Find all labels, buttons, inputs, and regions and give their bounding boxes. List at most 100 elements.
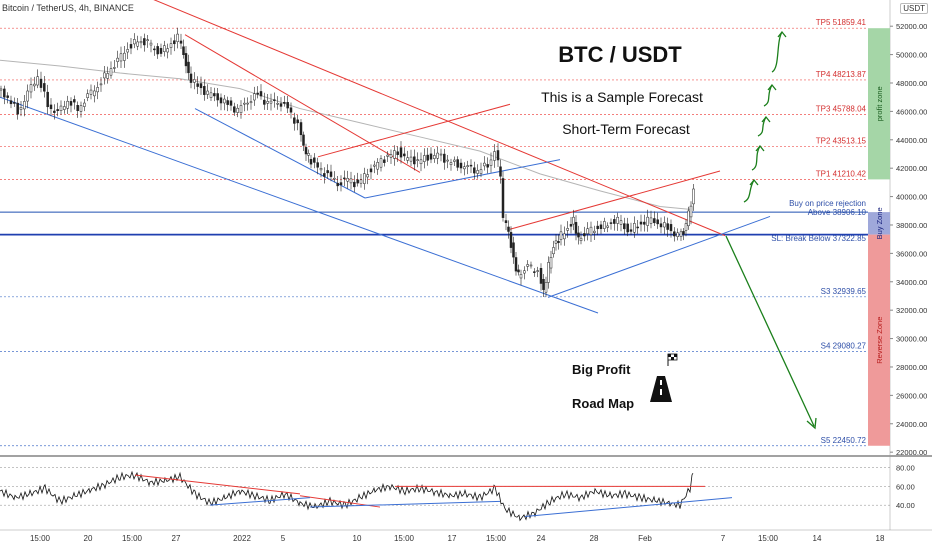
candle-body <box>439 153 443 156</box>
candle-body <box>256 92 259 95</box>
roadmap-label-2: Road Map <box>572 396 634 411</box>
candle-body <box>609 222 613 224</box>
profit-zone <box>868 28 890 180</box>
candle-body <box>574 222 578 234</box>
candle-body <box>659 223 663 228</box>
arrow-head <box>761 115 771 123</box>
candle-body <box>173 40 176 45</box>
candle-body <box>559 231 563 240</box>
candle-body <box>386 154 389 157</box>
candle-body <box>493 151 496 161</box>
candle-body <box>349 178 353 184</box>
buy-zone <box>868 212 890 235</box>
candle-body <box>93 90 96 97</box>
roadmap-label-1: Big Profit <box>572 362 631 377</box>
candle-body <box>383 159 386 163</box>
candle-body <box>403 153 406 157</box>
trendlines <box>0 0 771 314</box>
candle-body <box>319 168 323 171</box>
candle-body <box>433 155 436 159</box>
candle-body <box>43 83 46 92</box>
candle-body <box>423 155 426 162</box>
level-label-tp4: TP4 48213.87 <box>816 70 867 79</box>
candle-body <box>479 169 483 174</box>
candle-body <box>179 40 183 44</box>
candle-body <box>76 105 79 111</box>
candle-body <box>13 102 16 104</box>
rsi-blue-trend-3 <box>524 497 733 517</box>
candle-body <box>259 91 263 97</box>
candle-body <box>596 225 599 230</box>
candle-body <box>184 53 188 67</box>
candle-body <box>266 101 269 104</box>
candle-body <box>684 223 688 231</box>
candle-body <box>583 233 586 237</box>
candle-body <box>66 100 69 109</box>
candle-body <box>329 171 333 177</box>
rsi-blue-trend-1 <box>209 497 311 506</box>
candle-body <box>326 170 329 174</box>
y-tick-label: 36000.00 <box>896 249 927 258</box>
y-tick-label: 46000.00 <box>896 107 927 116</box>
level-label-tp2: TP2 43513.15 <box>816 137 867 146</box>
candle-body <box>646 216 649 226</box>
reverse-zone-label: Reverse Zone <box>875 317 884 364</box>
candle-body <box>606 225 609 228</box>
candle-body <box>623 223 626 230</box>
arrow-head <box>755 144 765 152</box>
candle-body <box>123 52 126 61</box>
candle-body <box>313 157 316 163</box>
candle-body <box>593 230 596 233</box>
candle-body <box>692 188 695 205</box>
candle-body <box>46 91 49 108</box>
candle-body <box>86 93 89 98</box>
candle-body <box>56 109 59 112</box>
candle-body <box>469 164 473 167</box>
rsi-line <box>0 470 694 522</box>
candle-body <box>619 220 623 225</box>
candle-body <box>129 44 133 49</box>
candle-body <box>153 48 156 51</box>
candle-body <box>552 247 555 255</box>
candle-body <box>226 100 229 105</box>
candle-body <box>554 240 558 244</box>
candle-body <box>89 89 93 95</box>
candle-body <box>109 68 113 76</box>
arrow-tp5 <box>771 30 787 73</box>
candle-body <box>163 45 166 52</box>
candle-body <box>26 90 29 102</box>
x-tick-label: 24 <box>537 534 546 543</box>
candle-body <box>406 157 409 161</box>
candle-body <box>36 76 39 86</box>
candle-body <box>579 237 583 242</box>
candle-body <box>166 48 169 53</box>
candle-body <box>486 164 489 168</box>
candle-body <box>206 90 209 95</box>
candle-body <box>146 39 149 41</box>
x-tick-label: 2022 <box>233 534 251 543</box>
y-tick-label: 32000.00 <box>896 306 927 315</box>
currency-badge[interactable]: USDT <box>900 3 928 14</box>
candle-body <box>373 164 376 167</box>
arrow-shaft <box>771 31 783 73</box>
candle-body <box>529 264 533 267</box>
symbol-header[interactable]: Bitcoin / TetherUS, 4h, BINANCE <box>2 3 134 13</box>
candle-body <box>356 179 359 184</box>
candle-body <box>106 73 109 79</box>
candle-body <box>489 159 493 166</box>
candle-body <box>376 162 379 170</box>
chart-title: BTC / USDT <box>558 42 682 67</box>
candle-body <box>446 159 449 162</box>
rsi-tick-label: 80.00 <box>896 464 915 473</box>
rsi-tick-label: 40.00 <box>896 501 915 510</box>
candle-body <box>199 83 203 89</box>
candle-body <box>273 99 276 101</box>
candle-body <box>79 105 83 112</box>
candle-body <box>236 107 239 113</box>
candle-body <box>49 104 53 110</box>
candle-body <box>156 46 159 55</box>
candle-body <box>443 153 446 163</box>
candle-body <box>119 53 123 62</box>
candle-body <box>39 78 43 88</box>
candle-body <box>542 279 545 290</box>
